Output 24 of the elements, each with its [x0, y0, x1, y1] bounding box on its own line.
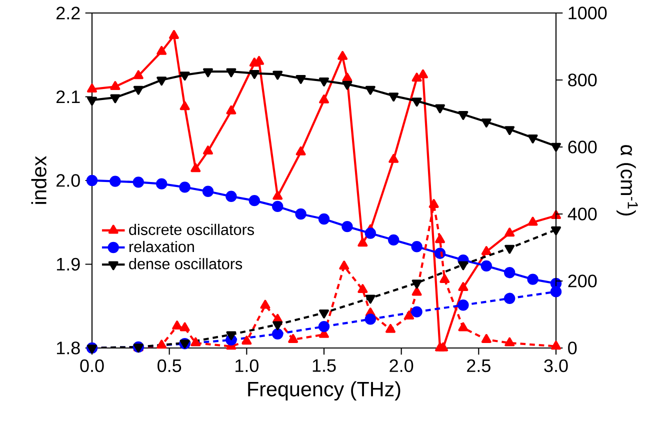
- y2-tick-label: 0: [568, 342, 577, 354]
- y-tick-label: 2.2: [56, 6, 80, 20]
- y2-axis-title: α (cm$^{-1}$): [616, 145, 638, 216]
- legend-label: relaxation: [129, 240, 194, 252]
- x-tick-label: 0.5: [158, 359, 182, 372]
- x-axis-title: Frequency (THz): [248, 381, 400, 401]
- y-tick-label: 2.1: [56, 90, 80, 104]
- x-tick-label: 1.0: [236, 359, 258, 372]
- y-tick-label: 1.9: [56, 258, 80, 271]
- x-tick-label: 0.0: [80, 359, 104, 372]
- x-tick-label: 2.0: [390, 359, 414, 372]
- x-tick-label: 3.0: [544, 359, 568, 372]
- y2-tick-label: 200: [568, 274, 597, 288]
- x-tick-label: 1.5: [312, 359, 336, 372]
- y2-tick-label: 400: [568, 208, 597, 220]
- legend-label: discrete oscillators: [129, 224, 254, 236]
- y2-tick-label: 800: [568, 74, 597, 86]
- y-tick-label: 1.8: [56, 342, 80, 354]
- y-tick-label: 2.0: [56, 174, 80, 187]
- legend-label: dense oscillators: [129, 258, 242, 270]
- x-tick-label: 2.5: [467, 359, 490, 372]
- y2-tick-label: 600: [568, 140, 597, 154]
- y2-tick-label: 1000: [568, 6, 607, 20]
- y-axis-title: index: [31, 156, 46, 204]
